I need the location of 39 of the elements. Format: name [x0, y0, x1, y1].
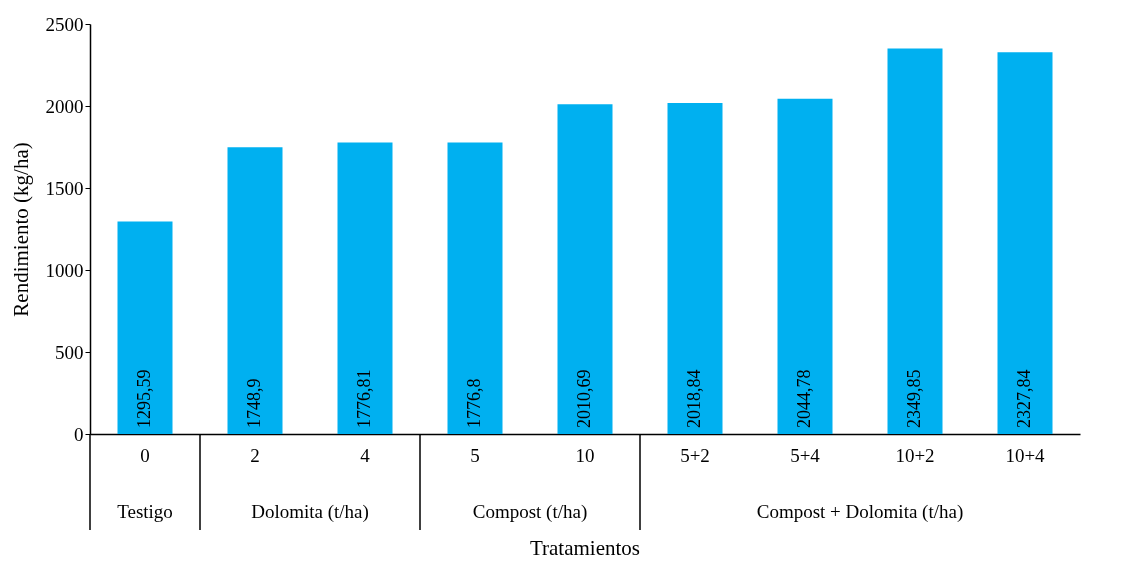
- x-tick-label: 4: [360, 444, 371, 466]
- data-label: 1776,8: [464, 378, 484, 428]
- y-tick-label: 2000: [45, 95, 84, 117]
- data-label: 1295,59: [134, 369, 154, 428]
- x-tick-label: 0: [140, 444, 150, 466]
- bar: [887, 48, 943, 434]
- data-label: 2018,84: [684, 369, 704, 428]
- data-label: 2044,78: [794, 369, 814, 428]
- bar: [667, 102, 723, 434]
- bar: [997, 52, 1053, 434]
- bar: [557, 104, 613, 434]
- x-tick-label: 5: [470, 444, 480, 466]
- data-label: 2327,84: [1014, 369, 1034, 428]
- bar: [777, 98, 833, 434]
- y-axis-title: Rendimiento (kg/ha): [8, 142, 33, 317]
- x-tick-label: 2: [250, 444, 260, 466]
- bar: [227, 147, 283, 434]
- text: Compost + Dolomita (t/ha): [756, 501, 964, 523]
- y-tick-label: 500: [55, 341, 84, 363]
- text: Compost (t/ha): [472, 501, 588, 523]
- y-tick-label: 2500: [45, 13, 84, 35]
- bar: [447, 142, 503, 434]
- data-label: 2349,85: [904, 369, 924, 428]
- x-tick-label: 10+2: [895, 444, 935, 466]
- text: Dolomita (t/ha): [251, 501, 369, 523]
- x-tick-label: 10+4: [1005, 444, 1046, 466]
- data-label: 2010,69: [574, 369, 594, 428]
- x-axis-title: Tratamientos: [529, 536, 641, 560]
- x-tick-label: 5+4: [790, 444, 821, 466]
- y-tick-label: 0: [74, 423, 84, 445]
- y-tick-label: 1500: [45, 177, 84, 199]
- x-tick-label: 10: [575, 444, 595, 466]
- text: Testigo: [117, 501, 173, 522]
- bar: [337, 142, 393, 434]
- bar: [117, 221, 173, 434]
- data-label: 1748,9: [244, 378, 264, 428]
- data-label: 1776,81: [354, 369, 374, 428]
- y-tick-label: 1000: [45, 259, 84, 281]
- x-tick-label: 5+2: [680, 444, 710, 466]
